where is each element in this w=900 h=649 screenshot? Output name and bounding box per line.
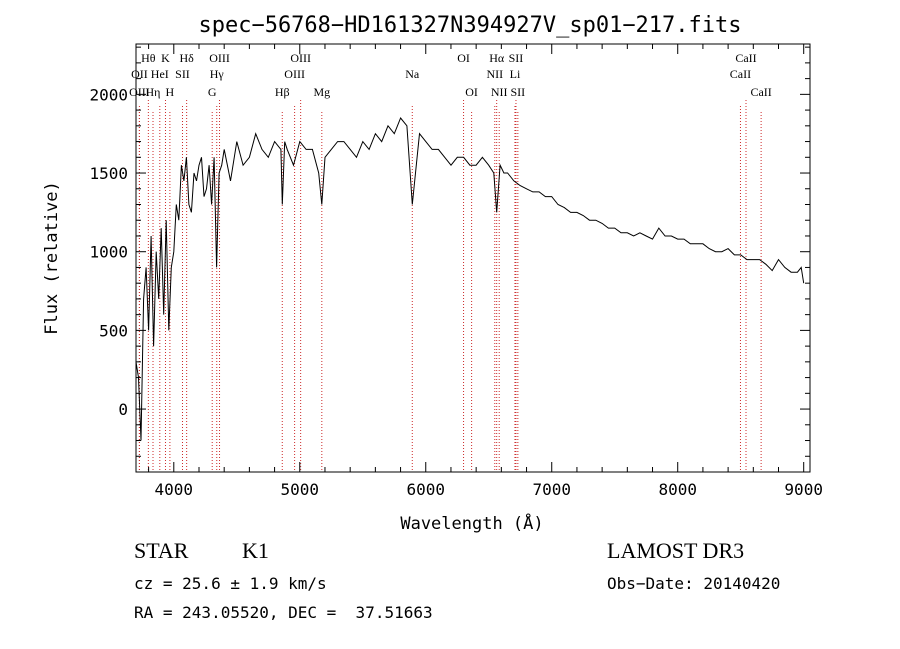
- x-tick-label-2: 6000: [406, 480, 445, 499]
- y-tick-label-0: 0: [118, 400, 128, 419]
- marker-label-22: Li: [510, 67, 521, 81]
- marker-label-24: SII: [511, 85, 526, 99]
- marker-label-8: Hδ: [179, 51, 194, 65]
- marker-label-14: OIII: [284, 67, 305, 81]
- y-axis: 0 500 1000 1500 2000: [89, 46, 810, 457]
- object-class: STAR: [134, 538, 189, 563]
- marker-label-9: OIII: [209, 51, 230, 65]
- coordinates: RA = 243.05520, DEC = 37.51663: [134, 603, 433, 622]
- x-tick-label-5: 9000: [784, 480, 823, 499]
- marker-label-5: K: [161, 51, 170, 65]
- marker-label-19: Hα: [489, 51, 505, 65]
- marker-label-27: CaII: [750, 85, 771, 99]
- marker-label-1: OII: [131, 67, 148, 81]
- marker-label-23: NII: [491, 85, 508, 99]
- spectrum-series-line: [135, 117, 805, 441]
- y-axis-label: Flux (relative): [42, 181, 62, 335]
- object-subclass: K1: [242, 538, 269, 563]
- marker-label-11: G: [208, 85, 217, 99]
- chart-title: spec−56768−HD161327N394927V_sp01−217.fit…: [198, 13, 741, 38]
- y-tick-label-4: 2000: [89, 85, 128, 104]
- marker-label-4: HeI: [151, 67, 169, 81]
- marker-label-15: Mg: [313, 85, 330, 99]
- marker-label-16: Na: [405, 67, 420, 81]
- marker-label-6: SII: [175, 67, 190, 81]
- x-tick-label-1: 5000: [281, 480, 320, 499]
- y-tick-label-1: 500: [99, 321, 128, 340]
- plot-frame: [135, 43, 811, 473]
- marker-label-17: OI: [457, 51, 470, 65]
- x-axis: 4000 5000 6000 7000 8000 9000: [148, 44, 823, 499]
- marker-label-26: CaII: [730, 67, 751, 81]
- marker-label-3: Hη: [146, 85, 161, 99]
- marker-label-25: CaII: [735, 51, 756, 65]
- marker-label-21: NII: [486, 67, 503, 81]
- obs-date: Obs−Date: 20140420: [607, 574, 781, 593]
- x-tick-label-4: 8000: [658, 480, 697, 499]
- marker-label-10: Hγ: [210, 67, 225, 81]
- marker-label-12: Hβ: [275, 85, 290, 99]
- survey-label: LAMOST DR3: [607, 538, 745, 563]
- marker-label-20: SII: [509, 51, 524, 65]
- x-tick-label-3: 7000: [532, 480, 571, 499]
- marker-label-18: OI: [465, 85, 478, 99]
- x-axis-label: Wavelength (Å): [400, 512, 543, 534]
- redshift-value: cz = 25.6 ± 1.9 km/s: [134, 574, 327, 593]
- y-tick-label-2: 1000: [89, 243, 128, 262]
- marker-label-13: OIII: [290, 51, 311, 65]
- y-tick-label-3: 1500: [89, 164, 128, 183]
- marker-label-2: OIII: [129, 85, 150, 99]
- marker-label-0: Hθ: [141, 51, 156, 65]
- x-tick-label-0: 4000: [155, 480, 194, 499]
- marker-label-7: H: [166, 85, 175, 99]
